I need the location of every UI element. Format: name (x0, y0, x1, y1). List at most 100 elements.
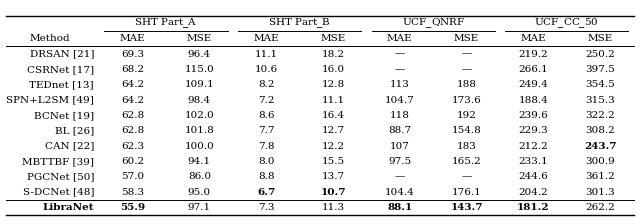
Text: 188.4: 188.4 (518, 95, 548, 105)
Text: 154.8: 154.8 (452, 126, 481, 135)
Text: MAE: MAE (520, 34, 546, 43)
Text: 8.2: 8.2 (258, 80, 275, 89)
Text: 8.8: 8.8 (258, 172, 275, 181)
Text: 12.8: 12.8 (321, 80, 344, 89)
Text: 204.2: 204.2 (518, 187, 548, 196)
Text: 118: 118 (390, 111, 410, 120)
Text: MAE: MAE (253, 34, 279, 43)
Text: MBTTBF [39]: MBTTBF [39] (22, 157, 94, 166)
Text: SPN+L2SM [49]: SPN+L2SM [49] (6, 95, 94, 105)
Text: 69.3: 69.3 (121, 50, 144, 58)
Text: DRSAN [21]: DRSAN [21] (29, 50, 94, 58)
Text: 361.2: 361.2 (586, 172, 615, 181)
Text: 300.9: 300.9 (586, 157, 615, 166)
Text: 57.0: 57.0 (121, 172, 144, 181)
Text: Method: Method (29, 34, 70, 43)
Text: 107: 107 (390, 142, 410, 151)
Text: 18.2: 18.2 (321, 50, 344, 58)
Text: 301.3: 301.3 (586, 187, 615, 196)
Text: CSRNet [17]: CSRNet [17] (27, 65, 94, 74)
Text: 315.3: 315.3 (586, 95, 615, 105)
Text: 88.7: 88.7 (388, 126, 412, 135)
Text: 229.3: 229.3 (518, 126, 548, 135)
Text: 239.6: 239.6 (518, 111, 548, 120)
Text: 173.6: 173.6 (452, 95, 481, 105)
Text: 97.5: 97.5 (388, 157, 412, 166)
Text: 15.5: 15.5 (321, 157, 344, 166)
Text: 96.4: 96.4 (188, 50, 211, 58)
Text: BCNet [19]: BCNet [19] (34, 111, 94, 120)
Text: —: — (461, 172, 472, 181)
Text: 62.3: 62.3 (121, 142, 144, 151)
Text: SHT Part$\_$A: SHT Part$\_$A (134, 16, 198, 30)
Text: 243.7: 243.7 (584, 142, 616, 151)
Text: 62.8: 62.8 (121, 111, 144, 120)
Text: 97.1: 97.1 (188, 203, 211, 212)
Text: 98.4: 98.4 (188, 95, 211, 105)
Text: 7.8: 7.8 (258, 142, 275, 151)
Text: 115.0: 115.0 (184, 65, 214, 74)
Text: 8.0: 8.0 (258, 157, 275, 166)
Text: LibraNet: LibraNet (43, 203, 94, 212)
Text: 219.2: 219.2 (518, 50, 548, 58)
Text: 7.7: 7.7 (258, 126, 275, 135)
Text: 55.9: 55.9 (120, 203, 145, 212)
Text: MSE: MSE (454, 34, 479, 43)
Text: 11.1: 11.1 (255, 50, 278, 58)
Text: SHT Part$\_$B: SHT Part$\_$B (268, 16, 331, 30)
Text: 58.3: 58.3 (121, 187, 144, 196)
Text: UCF$\_$CC$\_$50: UCF$\_$CC$\_$50 (534, 16, 599, 30)
Text: S-DCNet [48]: S-DCNet [48] (22, 187, 94, 196)
Text: 7.2: 7.2 (258, 95, 275, 105)
Text: 12.2: 12.2 (321, 142, 344, 151)
Text: 68.2: 68.2 (121, 65, 144, 74)
Text: 109.1: 109.1 (184, 80, 214, 89)
Text: 244.6: 244.6 (518, 172, 548, 181)
Text: 212.2: 212.2 (518, 142, 548, 151)
Text: 94.1: 94.1 (188, 157, 211, 166)
Text: 10.6: 10.6 (255, 65, 278, 74)
Text: —: — (461, 65, 472, 74)
Text: 12.7: 12.7 (321, 126, 344, 135)
Text: 62.8: 62.8 (121, 126, 144, 135)
Text: 249.4: 249.4 (518, 80, 548, 89)
Text: MAE: MAE (120, 34, 145, 43)
Text: —: — (395, 65, 405, 74)
Text: 181.2: 181.2 (517, 203, 550, 212)
Text: 11.3: 11.3 (321, 203, 344, 212)
Text: —: — (395, 50, 405, 58)
Text: 88.1: 88.1 (387, 203, 412, 212)
Text: 262.2: 262.2 (586, 203, 615, 212)
Text: 322.2: 322.2 (586, 111, 615, 120)
Text: 354.5: 354.5 (586, 80, 615, 89)
Text: 101.8: 101.8 (184, 126, 214, 135)
Text: 266.1: 266.1 (518, 65, 548, 74)
Text: 104.7: 104.7 (385, 95, 415, 105)
Text: 16.4: 16.4 (321, 111, 344, 120)
Text: 7.3: 7.3 (258, 203, 275, 212)
Text: TEDnet [13]: TEDnet [13] (29, 80, 94, 89)
Text: 86.0: 86.0 (188, 172, 211, 181)
Text: 188: 188 (457, 80, 477, 89)
Text: —: — (395, 172, 405, 181)
Text: 308.2: 308.2 (586, 126, 615, 135)
Text: 233.1: 233.1 (518, 157, 548, 166)
Text: CAN [22]: CAN [22] (45, 142, 94, 151)
Text: BL [26]: BL [26] (55, 126, 94, 135)
Text: 113: 113 (390, 80, 410, 89)
Text: 6.7: 6.7 (257, 187, 275, 196)
Text: 143.7: 143.7 (451, 203, 483, 212)
Text: 100.0: 100.0 (184, 142, 214, 151)
Text: MSE: MSE (321, 34, 346, 43)
Text: 13.7: 13.7 (321, 172, 344, 181)
Text: 16.0: 16.0 (321, 65, 344, 74)
Text: MSE: MSE (588, 34, 613, 43)
Text: 10.7: 10.7 (320, 187, 346, 196)
Text: MAE: MAE (387, 34, 413, 43)
Text: 104.4: 104.4 (385, 187, 415, 196)
Text: MSE: MSE (187, 34, 212, 43)
Text: 165.2: 165.2 (452, 157, 481, 166)
Text: 64.2: 64.2 (121, 80, 144, 89)
Text: 250.2: 250.2 (586, 50, 615, 58)
Text: 102.0: 102.0 (184, 111, 214, 120)
